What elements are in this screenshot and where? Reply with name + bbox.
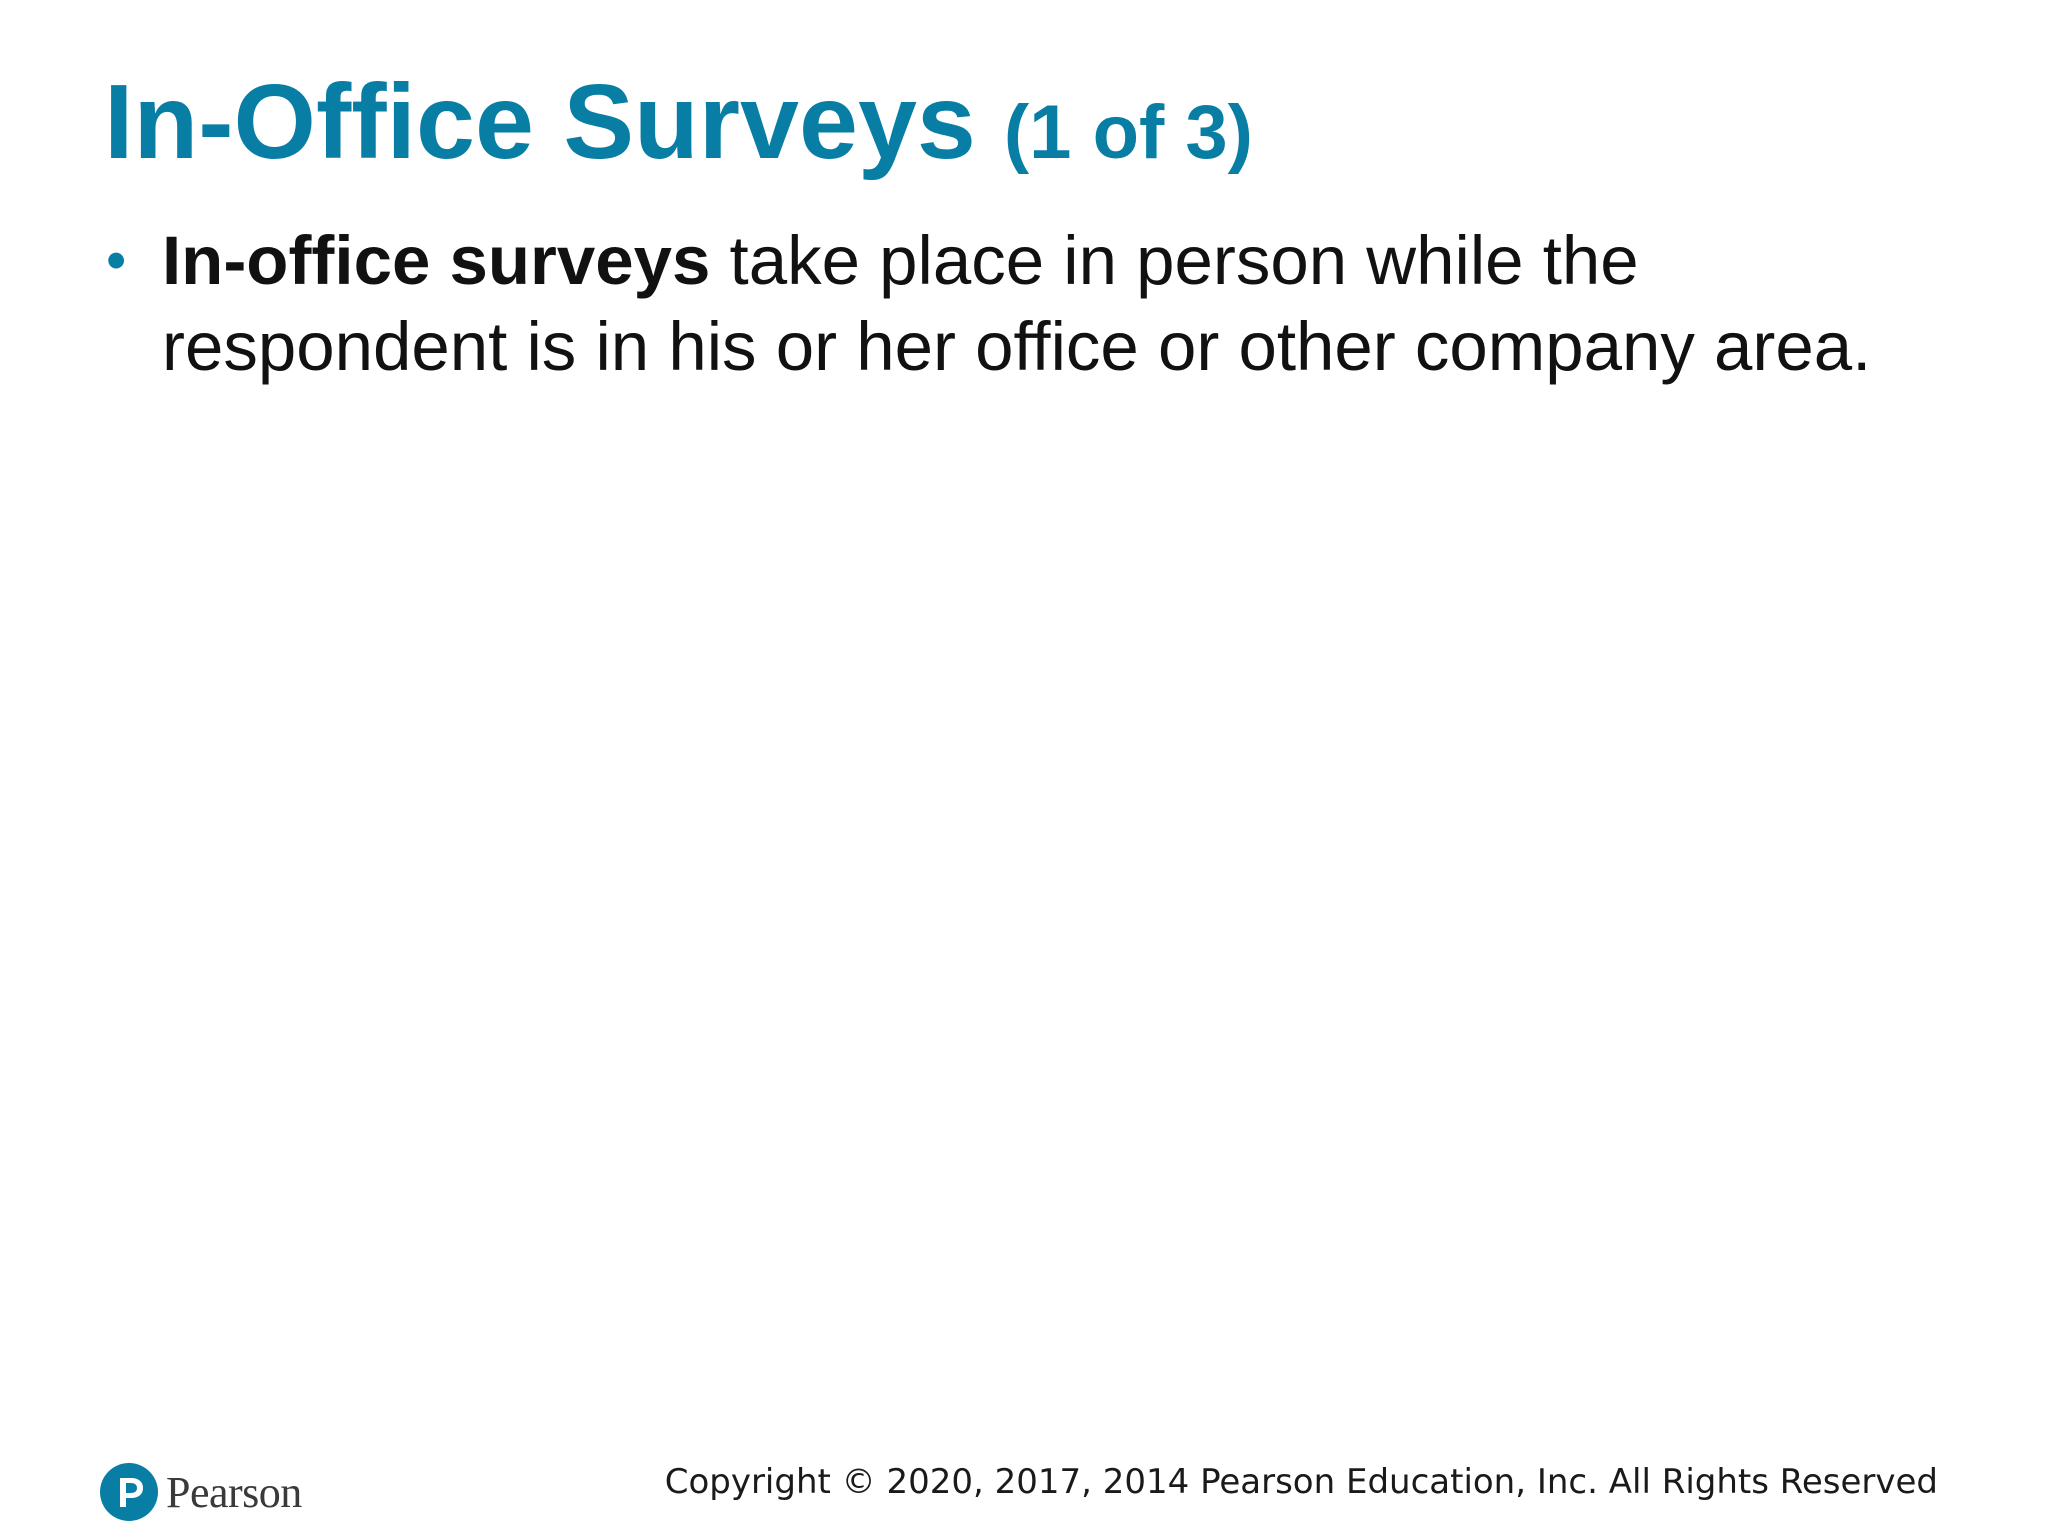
copyright-notice: Copyright © 2020, 2017, 2014 Pearson Edu… (664, 1462, 1938, 1502)
logo-wordmark: Pearson (166, 1467, 302, 1517)
bullet-icon: • (106, 228, 127, 293)
title-page-indicator: (1 of 3) (1003, 90, 1253, 175)
slide-title: In-Office Surveys (1 of 3) (104, 64, 1253, 181)
bullet-item: • In-office surveys take place in person… (104, 218, 1924, 390)
bullet-list: • In-office surveys take place in person… (104, 218, 1924, 390)
title-main: In-Office Surveys (104, 63, 976, 181)
pearson-logo-icon (100, 1463, 158, 1521)
bullet-term: In-office surveys (162, 222, 711, 299)
bullet-text: take place in person while the responden… (162, 222, 1872, 385)
pearson-logo: Pearson (100, 1460, 302, 1524)
